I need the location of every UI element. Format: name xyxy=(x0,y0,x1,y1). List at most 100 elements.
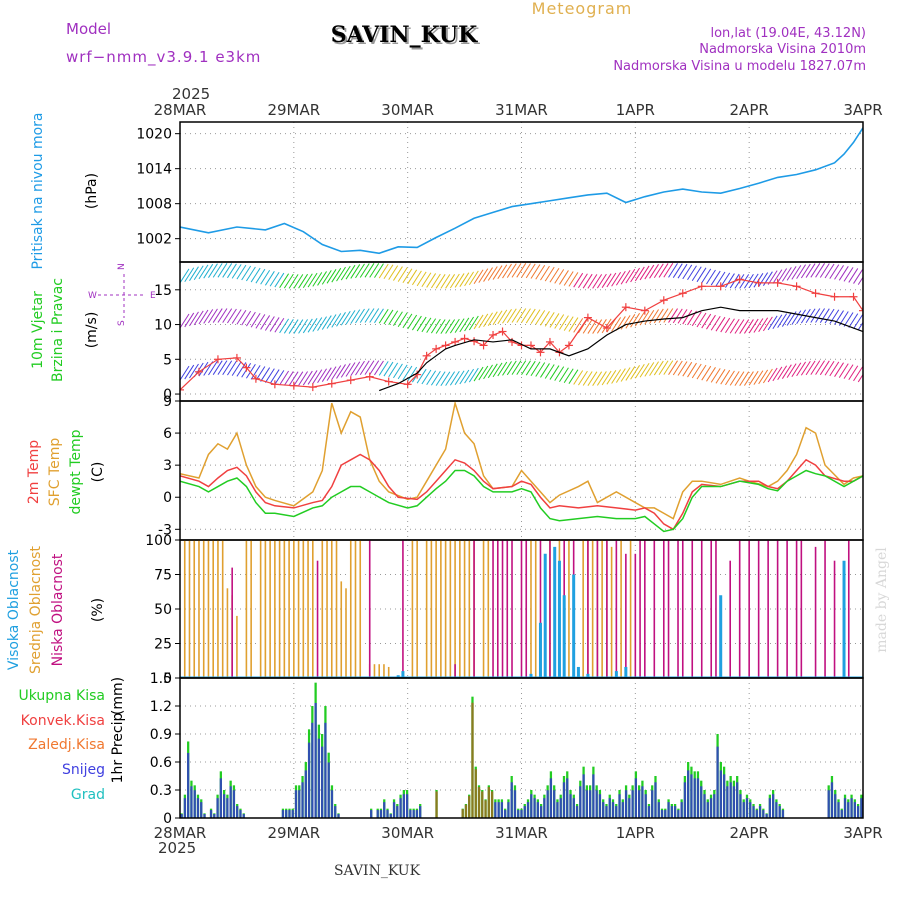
wind-barb xyxy=(250,312,261,328)
wind-barb xyxy=(573,370,584,385)
wind-barb xyxy=(549,313,560,328)
precip-snow-bar xyxy=(755,810,758,818)
precip-snow-bar xyxy=(598,794,602,818)
wind-barb xyxy=(540,311,550,326)
precip-convective-bar xyxy=(477,786,481,818)
temp-ylabel: 2m Temp xyxy=(26,440,42,504)
wind-barb xyxy=(283,371,294,386)
wind-barb xyxy=(521,263,531,278)
wind-mean-line xyxy=(379,306,863,392)
wind-barb xyxy=(758,369,769,385)
wind-barb xyxy=(364,263,375,278)
station-title-shadow: SAVIN_KUK xyxy=(333,24,480,50)
temperature-panel-labels: 2m Temp SFC Temp dewpt Temp (C) xyxy=(26,429,106,514)
wind-barb xyxy=(236,309,247,325)
wind-barb xyxy=(445,274,456,289)
wind-barb xyxy=(739,371,750,386)
wind-barb xyxy=(492,310,503,326)
bottom-time-label: 1APR xyxy=(616,824,655,842)
precip-snow-bar xyxy=(664,810,667,818)
wind-barb xyxy=(649,264,659,279)
precip-snow-bar xyxy=(288,810,291,818)
wind-barb xyxy=(720,272,731,288)
wind-barb xyxy=(483,364,493,380)
wind-barb xyxy=(796,264,807,279)
wind-barb xyxy=(748,273,759,289)
bottom-time-label: 3APR xyxy=(843,824,882,842)
wind-barb xyxy=(293,274,304,289)
wind-barb xyxy=(369,360,380,375)
temp-2m-line xyxy=(180,453,863,531)
wind-barb xyxy=(611,271,622,287)
wind-barb xyxy=(321,270,332,285)
precip-unit: (mm) xyxy=(110,677,126,715)
wind-barb xyxy=(796,309,807,325)
wind-barb xyxy=(625,314,636,329)
wind-barb xyxy=(449,318,460,334)
precip-snow-bar xyxy=(706,802,709,818)
wind-barb xyxy=(819,263,830,278)
precip-snow-bar xyxy=(742,802,745,818)
wind-barb xyxy=(762,316,773,332)
precip-snow-bar xyxy=(523,806,526,818)
wind-barb xyxy=(426,370,437,386)
wind-barb xyxy=(264,368,275,383)
wind-barb xyxy=(468,367,479,383)
precip-snow-bar xyxy=(765,814,768,818)
precip-snow-bar xyxy=(324,722,327,818)
wind-barb xyxy=(317,316,327,331)
wind-barb xyxy=(340,265,351,281)
wind-barb xyxy=(402,268,413,283)
wind-barb xyxy=(734,319,745,334)
wind-barb xyxy=(829,309,840,325)
y-tick-label: 1002 xyxy=(136,232,172,248)
wind-barb xyxy=(336,364,346,379)
wind-barb xyxy=(288,319,299,334)
wind-barb xyxy=(430,273,441,289)
wind-barb xyxy=(715,316,726,332)
cloud-unit: (%) xyxy=(90,598,106,622)
precip-snow-bar xyxy=(830,782,834,818)
wind-barb xyxy=(829,361,840,377)
panel-content xyxy=(180,127,863,255)
panel-content xyxy=(180,401,863,533)
precip-snow-bar xyxy=(860,798,863,818)
precip-convective-bar xyxy=(487,786,490,818)
top-time-label: 31MAR xyxy=(495,101,548,119)
precip-convective-bar xyxy=(490,791,494,818)
wind-barb xyxy=(606,370,617,385)
compass-rose: W E N S xyxy=(88,263,156,326)
wind-barb xyxy=(336,266,346,282)
wind-barb xyxy=(577,273,588,289)
precip-snow-bar xyxy=(775,802,778,818)
wind-barb xyxy=(762,368,773,384)
wind-barb xyxy=(649,309,659,324)
wind-barb xyxy=(402,313,413,329)
wind-barb xyxy=(189,266,199,281)
wind-barb xyxy=(834,362,844,377)
wind-barb xyxy=(530,361,541,377)
y-tick-label: 0.6 xyxy=(150,755,172,771)
wind-barb xyxy=(298,371,308,386)
wind-barb xyxy=(843,267,854,282)
wind-barb xyxy=(326,314,337,329)
precip-snow-bar xyxy=(595,790,598,818)
precip-snow-bar xyxy=(530,794,533,818)
precip-snow-bar xyxy=(739,794,742,818)
wind-barb xyxy=(511,263,522,278)
wind-barb xyxy=(454,273,465,288)
wind-barb xyxy=(549,365,560,380)
precip-snow-bar xyxy=(683,782,687,818)
top-time-label: 1APR xyxy=(616,101,655,119)
precip-snow-bar xyxy=(200,802,203,818)
wind-barb xyxy=(630,267,641,283)
wind-barb xyxy=(639,265,650,281)
wind-barb xyxy=(217,308,228,323)
bottom-time-label: 30MAR xyxy=(381,824,434,842)
precip-convective-bar xyxy=(484,800,487,818)
wind-barb xyxy=(781,267,792,282)
coordinates: lon,lat (19.04E, 43.12N) xyxy=(710,26,866,41)
precip-snow-bar xyxy=(585,790,588,818)
wind-barb xyxy=(615,316,626,331)
y-tick-label: 15 xyxy=(154,283,172,299)
